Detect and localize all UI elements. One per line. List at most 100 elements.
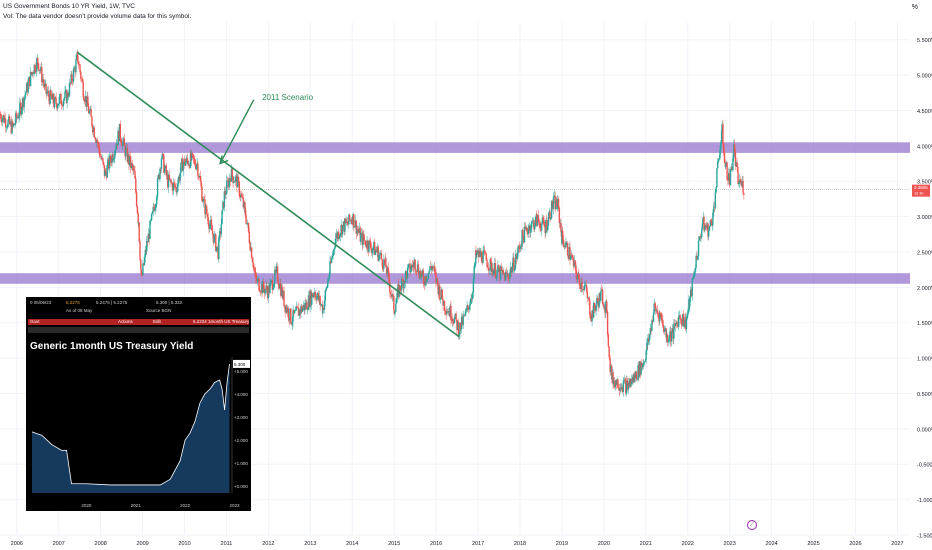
candle-body [485, 253, 487, 261]
candle-body [527, 228, 530, 234]
candle-body [395, 297, 398, 304]
candle-body [460, 322, 462, 330]
x-tick-label: 2014 [346, 541, 358, 547]
candle-body [130, 163, 133, 169]
candle-body [406, 271, 408, 279]
candle-body [433, 266, 436, 271]
candle-body [244, 207, 247, 216]
y-tick-label: 1.000% [917, 357, 932, 363]
candle-body [426, 279, 428, 282]
candle-body [364, 240, 367, 246]
candle-body [242, 198, 245, 208]
candle-body [723, 143, 725, 154]
candle-body [653, 303, 655, 313]
candle-body [298, 309, 301, 316]
candle-body [108, 158, 110, 169]
candle-body [377, 246, 379, 261]
candle-body [261, 284, 263, 294]
candle-body [587, 298, 589, 299]
candle-body [293, 309, 295, 314]
candle-body [104, 170, 106, 177]
candle-body [509, 272, 511, 279]
y-tick-label: -1.000% [917, 498, 932, 504]
inset-y-tick-label: +1.000 [234, 461, 248, 466]
candle-body [689, 289, 692, 298]
candle-body [186, 157, 188, 161]
candle-body [194, 164, 197, 169]
candle-body [600, 291, 602, 301]
candle-body [484, 253, 487, 254]
candle-body [426, 278, 429, 280]
candle-body [411, 264, 414, 267]
candle-body [140, 259, 142, 270]
candle-body [612, 372, 614, 385]
candle-body [112, 154, 114, 161]
candle-body [717, 159, 720, 162]
candle-body [460, 316, 463, 330]
candle-body [663, 326, 665, 332]
candle-body [716, 168, 718, 187]
x-tick-label: 2019 [556, 541, 568, 547]
candle-body [4, 118, 7, 128]
candle-body [554, 195, 556, 210]
candle-body [29, 76, 31, 87]
candle-body [11, 121, 14, 127]
candle-body [515, 254, 518, 259]
candle-body [540, 227, 542, 231]
candle-body [445, 311, 447, 315]
candle-body [528, 225, 530, 229]
candle-body [561, 230, 563, 244]
candle-body [540, 223, 543, 231]
candle-body [506, 272, 508, 276]
candle-body [128, 154, 130, 165]
candle-body [223, 191, 226, 208]
candle-body [118, 123, 121, 142]
candle-body [122, 141, 124, 147]
candle-body [156, 178, 159, 197]
candle-body [92, 126, 94, 133]
candle-body [321, 304, 323, 305]
candle-body [558, 207, 561, 224]
candle-body [190, 152, 192, 161]
candle-body [619, 387, 621, 391]
candle-body [381, 259, 383, 267]
candle-body [132, 166, 134, 171]
candle-body [211, 224, 213, 231]
candle-body [552, 196, 555, 204]
candle-body [114, 148, 117, 152]
candle-body [552, 203, 554, 210]
candle-body [286, 308, 289, 313]
candle-body [686, 314, 688, 319]
candle-body [681, 314, 684, 326]
candle-body [436, 278, 439, 285]
candle-body [642, 364, 644, 368]
candle-body [62, 100, 65, 107]
candle-body [102, 162, 105, 166]
candle-body [690, 289, 693, 296]
candle-body [725, 162, 727, 166]
candle-body [648, 334, 651, 341]
candle-body [209, 220, 212, 225]
candle-body [334, 247, 336, 250]
candle-body [720, 142, 722, 150]
candle-body [659, 312, 662, 314]
candle-body [263, 288, 266, 294]
candle-body [0, 118, 3, 123]
candle-body [643, 362, 645, 365]
candle-body [304, 303, 306, 311]
candle-body [47, 90, 50, 97]
x-tick-label: 2008 [95, 541, 107, 547]
candle-body [574, 260, 576, 266]
candle-body [137, 213, 139, 224]
candle-body [538, 221, 540, 223]
candle-body [274, 269, 276, 284]
candle-body [140, 269, 143, 275]
candle-body [708, 230, 710, 237]
candle-body [492, 268, 494, 276]
candle-body [399, 285, 401, 291]
candle-body [383, 259, 386, 264]
candle-body [617, 379, 619, 388]
candle-body [225, 193, 227, 195]
candle-body [61, 104, 63, 106]
candle-body [290, 322, 293, 325]
